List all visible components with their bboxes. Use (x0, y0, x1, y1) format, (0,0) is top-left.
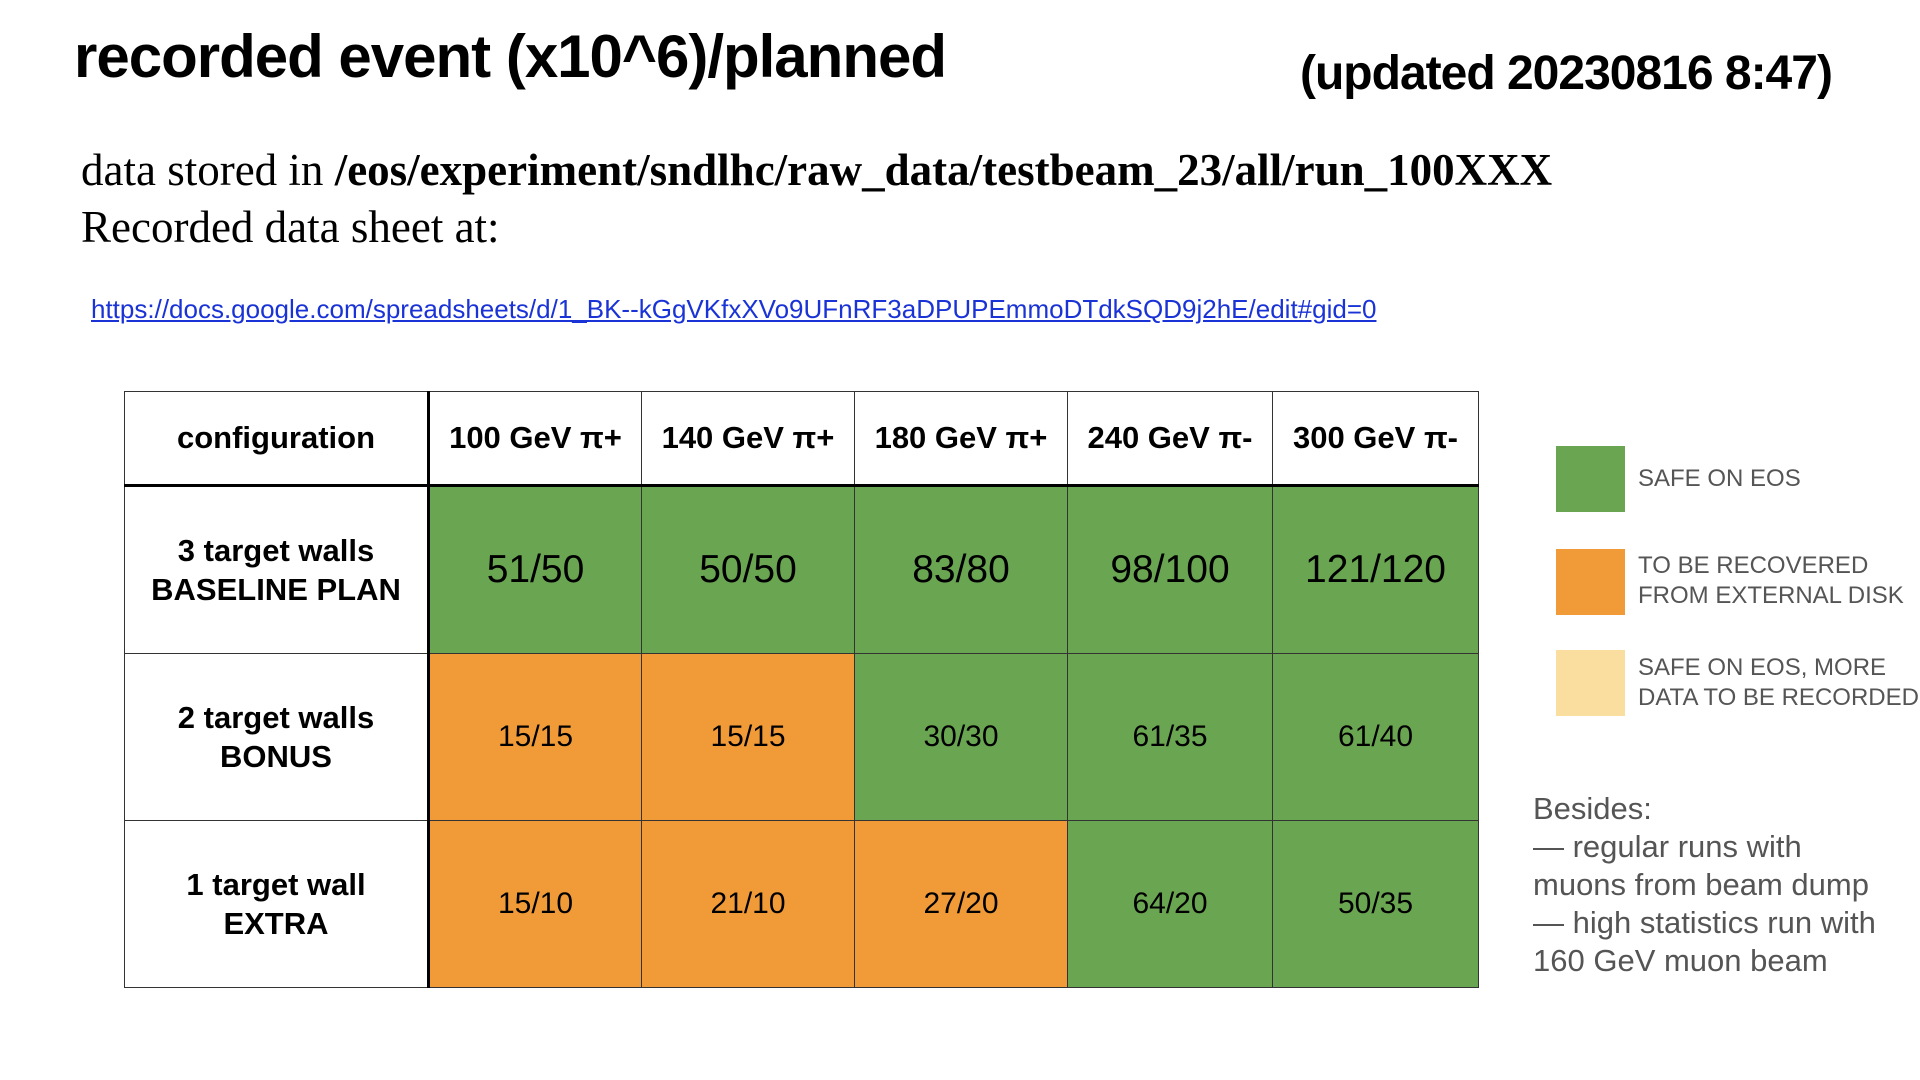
config-name: 2 target walls (177, 700, 375, 735)
legend-label-more: SAFE ON EOS, MORE DATA TO BE RECORDED (1638, 653, 1919, 713)
data-cell: 15/10 (428, 820, 642, 988)
storage-path: /eos/experiment/sndlhc/raw_data/testbeam… (334, 145, 1553, 195)
data-cell: 51/50 (428, 484, 642, 654)
recorded-events-table: configuration 100 GeV π+ 140 GeV π+ 180 … (124, 391, 1479, 988)
besides-line: Besides: (1533, 791, 1652, 826)
data-cell: 98/100 (1067, 484, 1273, 654)
legend-swatch-safe (1556, 446, 1625, 512)
config-cell: 3 target walls BASELINE PLAN (124, 484, 430, 654)
config-label: BASELINE PLAN (151, 572, 401, 607)
legend-label-safe: SAFE ON EOS (1638, 465, 1801, 492)
besides-line: — high statistics run with (1533, 905, 1876, 940)
spreadsheet-link[interactable]: https://docs.google.com/spreadsheets/d/1… (91, 294, 1377, 324)
data-cell: 15/15 (428, 653, 642, 821)
legend-label-recover: TO BE RECOVERED FROM EXTERNAL DISK (1638, 551, 1904, 611)
data-cell: 64/20 (1067, 820, 1273, 988)
config-label: EXTRA (223, 906, 329, 941)
table-header-row: configuration 100 GeV π+ 140 GeV π+ 180 … (124, 391, 1479, 486)
data-cell: 61/40 (1272, 653, 1479, 821)
config-cell: 1 target wall EXTRA (124, 820, 430, 988)
legend-label-more-line: DATA TO BE RECORDED (1638, 684, 1919, 711)
page-title: recorded event (x10^6)/planned (74, 23, 947, 90)
config-name: 3 target walls (177, 533, 375, 568)
data-cell: 83/80 (854, 484, 1068, 654)
storage-prefix: data stored in (81, 145, 335, 195)
data-cell: 61/35 (1067, 653, 1273, 821)
legend-swatch-more (1556, 650, 1625, 716)
column-header: 300 GeV π- (1272, 391, 1479, 486)
column-header: 100 GeV π+ (428, 391, 642, 486)
data-cell: 21/10 (641, 820, 855, 988)
column-header: 180 GeV π+ (854, 391, 1068, 486)
config-cell: 2 target walls BONUS (124, 653, 430, 821)
column-header: 140 GeV π+ (641, 391, 855, 486)
data-cell: 30/30 (854, 653, 1068, 821)
column-header: 240 GeV π- (1067, 391, 1273, 486)
data-cell: 27/20 (854, 820, 1068, 988)
legend-label-recover-line: TO BE RECOVERED (1638, 552, 1869, 579)
table-row: 3 target walls BASELINE PLAN 51/50 50/50 … (124, 484, 1479, 654)
column-header: configuration (124, 391, 430, 486)
config-label: BONUS (220, 739, 332, 774)
legend-label-more-line: SAFE ON EOS, MORE (1638, 654, 1887, 681)
legend-swatch-recover (1556, 549, 1625, 615)
table-row: 1 target wall EXTRA 15/10 21/10 27/20 64/… (124, 820, 1479, 988)
besides-line: muons from beam dump (1533, 867, 1869, 902)
data-cell: 15/15 (641, 653, 855, 821)
storage-info: data stored in /eos/experiment/sndlhc/ra… (81, 144, 1552, 196)
data-cell: 121/120 (1272, 484, 1479, 654)
updated-timestamp: (updated 20230816 8:47) (1300, 47, 1833, 100)
config-name: 1 target wall (186, 867, 366, 902)
table-row: 2 target walls BONUS 15/15 15/15 30/30 61… (124, 653, 1479, 821)
besides-note: Besides: — regular runs with muons from … (1533, 790, 1876, 980)
legend-label-recover-line: FROM EXTERNAL DISK (1638, 582, 1904, 609)
besides-line: — regular runs with (1533, 829, 1802, 864)
besides-line: 160 GeV muon beam (1533, 943, 1828, 978)
data-cell: 50/50 (641, 484, 855, 654)
sheet-info: Recorded data sheet at: (81, 202, 500, 252)
data-cell: 50/35 (1272, 820, 1479, 988)
